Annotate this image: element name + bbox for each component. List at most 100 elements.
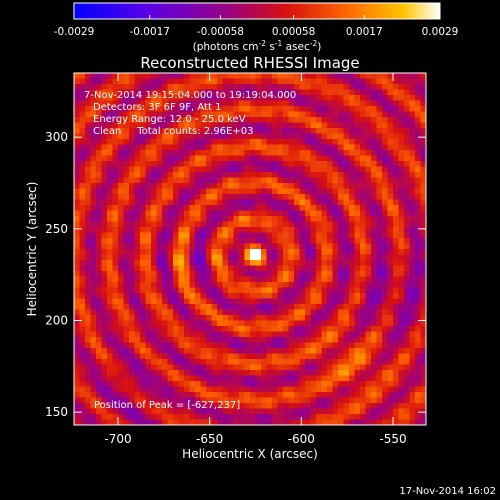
heatmap-cell bbox=[327, 89, 333, 96]
heatmap-cell bbox=[151, 144, 157, 151]
heatmap-cell bbox=[129, 194, 135, 200]
heatmap-cell bbox=[85, 221, 91, 228]
heatmap-cell bbox=[376, 144, 383, 151]
heatmap-cell bbox=[195, 166, 201, 173]
heatmap-cell bbox=[74, 326, 80, 332]
heatmap-cell bbox=[178, 144, 185, 151]
heatmap-cell bbox=[272, 150, 278, 156]
heatmap-cell bbox=[299, 260, 306, 266]
heatmap-cell bbox=[415, 210, 421, 217]
heatmap-cell bbox=[222, 276, 229, 283]
heatmap-cell bbox=[288, 188, 295, 195]
heatmap-cell bbox=[118, 386, 124, 393]
heatmap-cell bbox=[123, 106, 130, 112]
heatmap-cell bbox=[387, 265, 394, 272]
heatmap-cell bbox=[107, 320, 113, 327]
heatmap-cell bbox=[360, 359, 366, 365]
heatmap-cell bbox=[167, 144, 174, 151]
heatmap-cell bbox=[277, 293, 284, 299]
heatmap-cell bbox=[189, 205, 196, 211]
heatmap-cell bbox=[299, 166, 306, 173]
heatmap-cell bbox=[272, 331, 278, 338]
heatmap-cell bbox=[420, 287, 427, 294]
heatmap-cell bbox=[277, 370, 284, 376]
heatmap-cell bbox=[365, 243, 372, 250]
heatmap-cell bbox=[162, 227, 168, 233]
heatmap-cell bbox=[134, 331, 141, 338]
heatmap-cell bbox=[266, 397, 273, 404]
heatmap-cell bbox=[365, 337, 372, 343]
heatmap-cell bbox=[354, 370, 361, 376]
heatmap-cell bbox=[206, 177, 212, 184]
heatmap-cell bbox=[288, 161, 295, 167]
heatmap-cell bbox=[255, 381, 262, 387]
heatmap-cell bbox=[140, 144, 146, 151]
heatmap-cell bbox=[156, 353, 163, 360]
heatmap-cell bbox=[250, 238, 256, 244]
heatmap-cell bbox=[184, 331, 190, 338]
heatmap-cell bbox=[173, 364, 179, 371]
heatmap-cell bbox=[211, 243, 218, 250]
heatmap-cell bbox=[382, 298, 388, 305]
heatmap-cell bbox=[107, 144, 113, 151]
heatmap-cell bbox=[96, 331, 102, 338]
heatmap-cell bbox=[217, 419, 223, 426]
heatmap-cell bbox=[349, 408, 355, 415]
heatmap-cell bbox=[228, 337, 234, 343]
heatmap-cell bbox=[85, 293, 91, 299]
heatmap-cell bbox=[167, 254, 174, 261]
heatmap-cell bbox=[283, 133, 289, 140]
heatmap-cell bbox=[332, 348, 339, 354]
heatmap-cell bbox=[101, 243, 108, 250]
heatmap-cell bbox=[250, 386, 256, 393]
heatmap-cell bbox=[200, 419, 207, 426]
heatmap-cell bbox=[420, 353, 427, 360]
heatmap-cell bbox=[79, 144, 86, 151]
heatmap-cell bbox=[74, 95, 80, 101]
heatmap-cell bbox=[156, 199, 163, 206]
heatmap-cell bbox=[360, 397, 366, 404]
heatmap-cell bbox=[354, 210, 361, 217]
heatmap-cell bbox=[145, 403, 152, 409]
heatmap-cell bbox=[409, 304, 416, 310]
heatmap-cell bbox=[371, 199, 377, 206]
heatmap-cell bbox=[123, 205, 130, 211]
heatmap-cell bbox=[371, 282, 377, 288]
heatmap-cell bbox=[288, 342, 295, 349]
heatmap-cell bbox=[206, 375, 212, 382]
heatmap-cell bbox=[162, 397, 168, 404]
heatmap-cell bbox=[85, 183, 91, 189]
heatmap-cell bbox=[354, 386, 361, 393]
heatmap-cell bbox=[101, 205, 108, 211]
heatmap-cell bbox=[85, 100, 91, 107]
heatmap-cell bbox=[387, 194, 394, 200]
heatmap-cell bbox=[96, 414, 102, 420]
heatmap-cell bbox=[305, 309, 311, 316]
heatmap-cell bbox=[134, 293, 141, 299]
heatmap-cell bbox=[316, 177, 322, 184]
heatmap-cell bbox=[321, 243, 328, 250]
heatmap-cell bbox=[184, 414, 190, 420]
heatmap-cell bbox=[415, 386, 421, 393]
heatmap-cell bbox=[343, 265, 350, 272]
heatmap-cell bbox=[382, 205, 388, 211]
heatmap-cell bbox=[360, 364, 366, 371]
heatmap-cell bbox=[354, 188, 361, 195]
heatmap-cell bbox=[156, 326, 163, 332]
heatmap-cell bbox=[299, 95, 306, 101]
heatmap-cell bbox=[332, 309, 339, 316]
heatmap-cell bbox=[178, 249, 185, 255]
heatmap-cell bbox=[387, 414, 394, 420]
heatmap-cell bbox=[420, 304, 427, 310]
heatmap-cell bbox=[173, 408, 179, 415]
heatmap-cell bbox=[404, 260, 410, 266]
heatmap-cell bbox=[261, 128, 267, 134]
heatmap-cell bbox=[206, 359, 212, 365]
heatmap-cell bbox=[360, 419, 366, 426]
heatmap-cell bbox=[288, 386, 295, 393]
heatmap-cell bbox=[206, 78, 212, 85]
heatmap-cell bbox=[118, 111, 124, 118]
heatmap-cell bbox=[393, 155, 399, 162]
heatmap-cell bbox=[90, 353, 97, 360]
heatmap-cell bbox=[123, 210, 130, 217]
